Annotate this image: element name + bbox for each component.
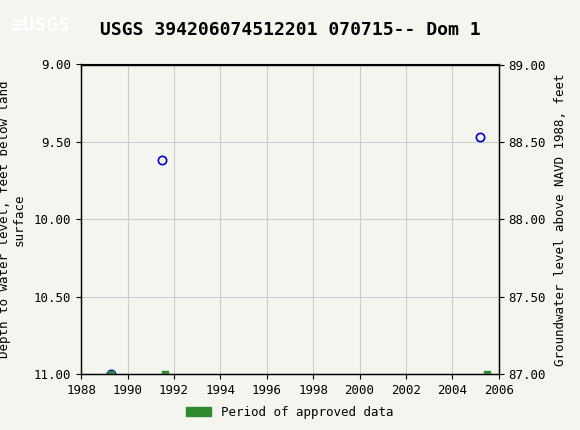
Text: USGS 394206074512201 070715-- Dom 1: USGS 394206074512201 070715-- Dom 1	[100, 21, 480, 39]
Legend: Period of approved data: Period of approved data	[182, 401, 399, 424]
Y-axis label: Groundwater level above NAVD 1988, feet: Groundwater level above NAVD 1988, feet	[554, 73, 567, 366]
Text: ≡USGS: ≡USGS	[12, 16, 70, 35]
Y-axis label: Depth to water level, feet below land
surface: Depth to water level, feet below land su…	[0, 80, 26, 358]
